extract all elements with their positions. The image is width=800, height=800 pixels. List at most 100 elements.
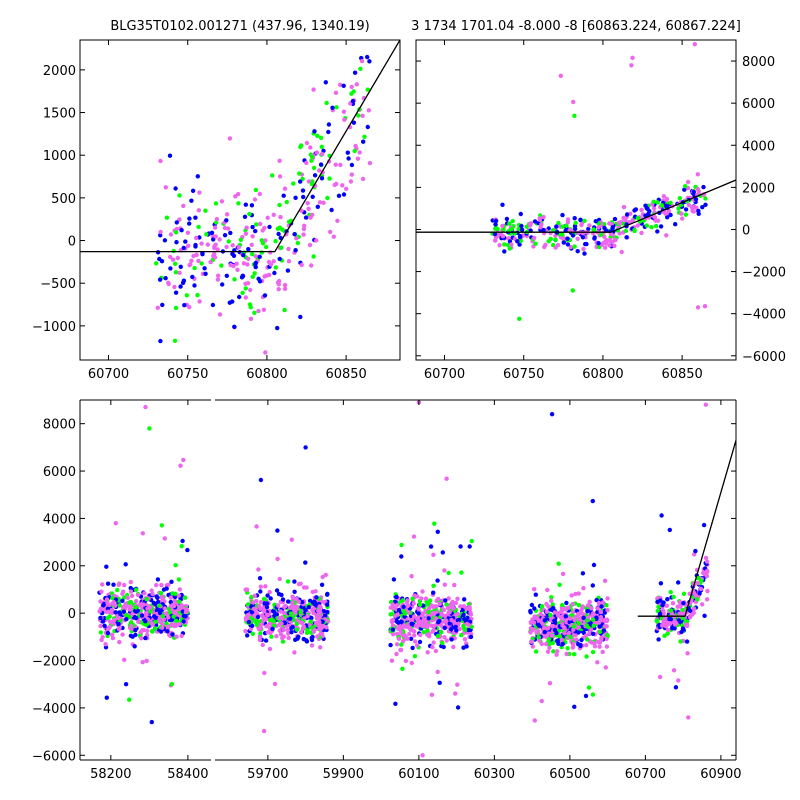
data-point bbox=[303, 445, 308, 450]
data-point bbox=[224, 273, 229, 278]
data-point bbox=[544, 609, 550, 614]
data-point bbox=[277, 158, 282, 163]
data-point bbox=[149, 588, 154, 593]
data-point bbox=[580, 235, 586, 240]
data-point bbox=[660, 623, 665, 628]
data-point bbox=[703, 402, 708, 407]
data-point bbox=[441, 607, 447, 613]
data-point bbox=[691, 204, 696, 210]
data-point bbox=[271, 259, 276, 264]
data-point bbox=[303, 560, 308, 565]
data-point bbox=[502, 249, 507, 254]
data-point bbox=[279, 621, 284, 626]
data-point bbox=[405, 636, 410, 641]
data-point bbox=[304, 140, 310, 146]
axes-background bbox=[80, 40, 400, 360]
data-point bbox=[362, 134, 367, 139]
data-point bbox=[320, 619, 325, 624]
data-point bbox=[317, 168, 322, 173]
data-point bbox=[416, 619, 421, 625]
data-point bbox=[462, 616, 467, 622]
data-point bbox=[546, 604, 551, 609]
data-point bbox=[100, 634, 105, 640]
data-point bbox=[419, 596, 424, 601]
data-point bbox=[436, 596, 441, 602]
data-point bbox=[454, 628, 459, 633]
data-point bbox=[676, 678, 681, 683]
data-point bbox=[651, 199, 656, 204]
data-point bbox=[250, 623, 255, 628]
data-point bbox=[333, 162, 338, 167]
data-point bbox=[192, 265, 197, 271]
data-point bbox=[601, 628, 607, 633]
data-point bbox=[267, 272, 272, 278]
data-point bbox=[170, 603, 175, 608]
data-point bbox=[396, 636, 402, 641]
data-point bbox=[509, 242, 514, 247]
data-point bbox=[542, 629, 547, 635]
data-point bbox=[691, 189, 696, 195]
data-point bbox=[444, 638, 449, 643]
data-point bbox=[581, 612, 586, 617]
data-point bbox=[268, 630, 273, 636]
data-point bbox=[304, 585, 309, 590]
data-point bbox=[304, 639, 310, 644]
data-point bbox=[171, 614, 176, 619]
data-point bbox=[338, 82, 343, 88]
data-point bbox=[426, 606, 432, 611]
data-point bbox=[532, 606, 537, 611]
data-point bbox=[314, 616, 320, 621]
data-point bbox=[181, 203, 186, 209]
data-point bbox=[360, 176, 366, 182]
data-point bbox=[440, 640, 445, 646]
data-point bbox=[303, 215, 309, 220]
data-point bbox=[280, 597, 286, 602]
data-point bbox=[310, 600, 316, 605]
data-point bbox=[261, 596, 267, 602]
data-point bbox=[431, 627, 436, 633]
data-point bbox=[388, 642, 393, 648]
data-point bbox=[644, 223, 649, 228]
data-point bbox=[456, 621, 461, 626]
data-point bbox=[120, 598, 125, 603]
data-point bbox=[559, 614, 564, 619]
data-point bbox=[661, 610, 666, 616]
data-point bbox=[254, 598, 259, 604]
data-point bbox=[257, 634, 263, 640]
data-point bbox=[529, 639, 534, 644]
data-point bbox=[444, 602, 449, 607]
data-point bbox=[157, 277, 163, 282]
data-point bbox=[407, 631, 412, 637]
data-point bbox=[187, 262, 192, 268]
data-point bbox=[658, 224, 664, 229]
data-point bbox=[240, 273, 245, 278]
data-point bbox=[676, 206, 681, 211]
data-point bbox=[325, 609, 330, 615]
data-point bbox=[442, 625, 447, 631]
data-point bbox=[411, 534, 417, 539]
data-point bbox=[182, 595, 188, 600]
data-point bbox=[676, 580, 681, 585]
data-point bbox=[590, 649, 596, 655]
data-point bbox=[394, 631, 400, 637]
data-point bbox=[700, 205, 705, 210]
data-point bbox=[243, 286, 248, 291]
data-point bbox=[149, 620, 154, 626]
data-point bbox=[455, 705, 461, 710]
data-point bbox=[235, 267, 240, 272]
data-point bbox=[251, 606, 257, 611]
data-point bbox=[411, 614, 417, 619]
data-point bbox=[432, 521, 437, 526]
data-point bbox=[390, 623, 396, 628]
data-point bbox=[192, 283, 197, 288]
data-point bbox=[546, 625, 551, 631]
y-tick-label: −6000 bbox=[742, 350, 786, 365]
data-point bbox=[183, 609, 189, 614]
data-point bbox=[132, 615, 138, 620]
data-point bbox=[701, 184, 706, 190]
data-point bbox=[288, 611, 294, 616]
data-point bbox=[171, 248, 176, 254]
data-point bbox=[677, 600, 683, 605]
data-point bbox=[286, 599, 291, 604]
data-point bbox=[427, 598, 433, 603]
